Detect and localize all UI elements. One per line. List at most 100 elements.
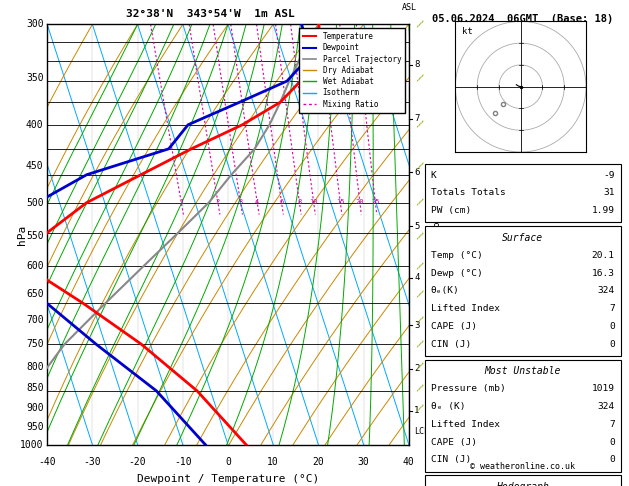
Text: θₑ (K): θₑ (K) [431,402,465,411]
Text: /: / [415,289,423,299]
Text: Dewpoint / Temperature (°C): Dewpoint / Temperature (°C) [137,474,319,484]
Text: 700: 700 [26,315,43,325]
Text: 800: 800 [26,362,43,372]
Text: K: K [431,171,437,180]
Text: 500: 500 [26,198,43,208]
Text: 1.99: 1.99 [592,206,615,215]
Text: 6: 6 [279,199,284,205]
Text: Totals Totals: Totals Totals [431,189,506,197]
FancyBboxPatch shape [425,475,621,486]
Text: /: / [415,403,423,413]
Text: /: / [415,161,423,171]
Text: 20: 20 [355,199,364,205]
Text: Hodograph: Hodograph [496,482,549,486]
Text: 16.3: 16.3 [592,269,615,278]
Text: 3: 3 [415,321,420,330]
Text: CIN (J): CIN (J) [431,455,471,464]
Text: 950: 950 [26,422,43,432]
FancyBboxPatch shape [425,360,621,471]
Text: 600: 600 [26,261,43,271]
Text: Lifted Index: Lifted Index [431,420,499,429]
Text: 31: 31 [603,189,615,197]
Text: 25: 25 [371,199,380,205]
Text: -9: -9 [603,171,615,180]
Text: /: / [415,231,423,241]
Text: 7: 7 [609,304,615,313]
Text: 650: 650 [26,289,43,299]
Text: 0: 0 [225,457,231,468]
Text: /: / [415,19,423,30]
Text: 20: 20 [313,457,325,468]
Text: Pressure (mb): Pressure (mb) [431,384,506,393]
FancyBboxPatch shape [425,226,621,356]
Text: 750: 750 [26,339,43,349]
Text: /: / [415,261,423,272]
Text: 32°38'N  343°54'W  1m ASL: 32°38'N 343°54'W 1m ASL [126,9,294,19]
Text: /: / [415,73,423,83]
Text: 4: 4 [415,273,420,282]
Text: 400: 400 [26,120,43,130]
Text: Most Unstable: Most Unstable [484,366,561,376]
Text: 450: 450 [26,161,43,171]
Text: 05.06.2024  06GMT  (Base: 18): 05.06.2024 06GMT (Base: 18) [432,15,613,24]
Text: /: / [415,197,423,208]
Text: Dewp (°C): Dewp (°C) [431,269,482,278]
Text: 1000: 1000 [20,440,43,450]
Text: Lifted Index: Lifted Index [431,304,499,313]
Text: /: / [415,315,423,325]
Text: 8: 8 [415,60,420,69]
Text: 20.1: 20.1 [592,251,615,260]
Text: 7: 7 [609,420,615,429]
Text: 30: 30 [358,457,369,468]
Text: 850: 850 [26,383,43,393]
Text: 8: 8 [298,199,301,205]
Text: 550: 550 [26,231,43,241]
Text: -10: -10 [174,457,192,468]
Text: 3: 3 [238,199,243,205]
Text: 0: 0 [609,340,615,348]
Text: /: / [415,383,423,393]
Text: Mixing Ratio (g/kg): Mixing Ratio (g/kg) [433,183,442,286]
Text: 324: 324 [598,286,615,295]
Text: 324: 324 [598,402,615,411]
Text: 1: 1 [179,199,184,205]
Text: CAPE (J): CAPE (J) [431,437,477,447]
Text: /: / [415,120,423,130]
Text: 10: 10 [309,199,318,205]
Text: 0: 0 [609,322,615,331]
Text: 300: 300 [26,19,43,29]
Text: 0: 0 [609,455,615,464]
Text: 7: 7 [415,114,420,123]
Text: 2: 2 [415,364,420,373]
FancyBboxPatch shape [425,164,621,223]
Text: 40: 40 [403,457,415,468]
Text: 350: 350 [26,73,43,83]
Text: PW (cm): PW (cm) [431,206,471,215]
Text: θₑ(K): θₑ(K) [431,286,459,295]
Text: 5: 5 [415,222,420,231]
Text: -40: -40 [38,457,56,468]
Text: 10: 10 [267,457,279,468]
Text: -30: -30 [84,457,101,468]
Text: CIN (J): CIN (J) [431,340,471,348]
Text: kt: kt [462,27,472,36]
Text: 2: 2 [216,199,220,205]
Text: 1: 1 [415,406,420,415]
Text: /: / [415,362,423,372]
Text: /: / [415,339,423,349]
Text: 15: 15 [336,199,345,205]
Text: © weatheronline.co.uk: © weatheronline.co.uk [470,462,575,470]
Text: Surface: Surface [502,233,543,243]
Text: 900: 900 [26,403,43,413]
Text: km
ASL: km ASL [401,0,416,12]
Text: 4: 4 [255,199,259,205]
Text: Temp (°C): Temp (°C) [431,251,482,260]
Legend: Temperature, Dewpoint, Parcel Trajectory, Dry Adiabat, Wet Adiabat, Isotherm, Mi: Temperature, Dewpoint, Parcel Trajectory… [299,28,405,112]
Text: -20: -20 [129,457,147,468]
Text: LCL: LCL [415,427,429,435]
Text: 1019: 1019 [592,384,615,393]
Text: hPa: hPa [17,225,27,244]
Text: 6: 6 [415,168,420,176]
Text: CAPE (J): CAPE (J) [431,322,477,331]
Text: 0: 0 [609,437,615,447]
